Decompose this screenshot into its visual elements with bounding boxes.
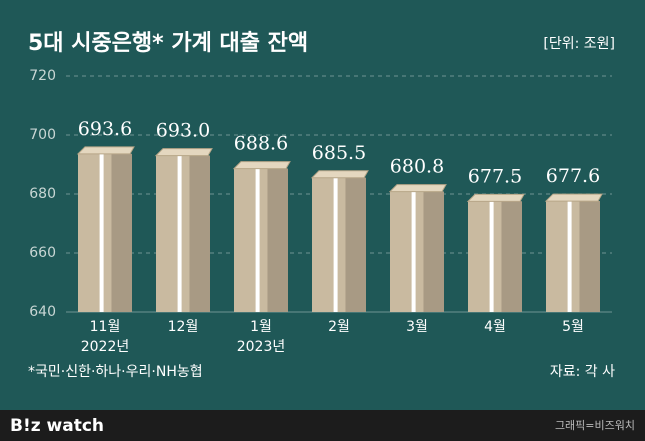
bar-side (189, 155, 210, 312)
bar-top (544, 193, 603, 202)
value-label: 693.0 (156, 120, 210, 142)
y-tick-label: 640 (29, 304, 56, 320)
bar-stripe (567, 201, 572, 312)
y-tick-label: 720 (29, 68, 56, 84)
value-label: 680.8 (390, 156, 444, 178)
value-label: 685.5 (312, 142, 366, 164)
x-tick-label: 11월 2022년 (81, 319, 130, 355)
bar-top (154, 148, 213, 157)
x-tick-label: 1월 2023년 (237, 319, 286, 355)
bar-group (544, 193, 603, 312)
footer-bar (0, 410, 645, 441)
bar-top (232, 161, 291, 170)
y-tick-label: 660 (29, 245, 56, 261)
bar-side (111, 153, 132, 312)
bar-group (466, 193, 525, 312)
x-tick-label: 4월 (484, 319, 506, 335)
value-label: 688.6 (234, 133, 288, 155)
value-label: 693.6 (78, 118, 132, 140)
unit-label: [단위: 조원] (543, 36, 615, 52)
bar-top (310, 170, 369, 179)
bar-side (345, 177, 366, 312)
y-tick-label: 680 (29, 186, 56, 202)
chart-title: 5대 시중은행* 가계 대출 잔액 (28, 31, 308, 56)
bar-stripe (411, 191, 416, 312)
value-label: 677.5 (468, 165, 522, 187)
bar-group (232, 161, 291, 312)
logo: B!z watch (10, 416, 104, 436)
x-tick-label: 5월 (562, 319, 584, 335)
bar-side (579, 201, 600, 312)
credit: 그래픽=비즈워치 (555, 419, 635, 432)
bar-group (76, 146, 135, 312)
bar-stripe (489, 201, 494, 312)
bar-stripe (99, 153, 104, 312)
x-tick-label: 3월 (406, 319, 428, 335)
value-label: 677.6 (546, 165, 600, 187)
bar-side (501, 201, 522, 312)
bar-group (154, 148, 213, 312)
bar-stripe (333, 177, 338, 312)
footnote: *국민·신한·하나·우리·NH농협 (28, 364, 203, 380)
y-tick-label: 700 (29, 127, 56, 143)
bar-side (267, 168, 288, 312)
bar-group (310, 170, 369, 312)
bar-top (388, 184, 447, 193)
bar-side (423, 191, 444, 312)
x-tick-label: 2월 (328, 319, 350, 335)
bar-top (466, 193, 525, 202)
bar-top (76, 146, 135, 155)
source: 자료: 각 사 (550, 364, 615, 380)
bar-stripe (177, 155, 182, 312)
bar-stripe (255, 168, 260, 312)
x-tick-label: 12월 (168, 319, 199, 335)
bar-group (388, 184, 447, 312)
